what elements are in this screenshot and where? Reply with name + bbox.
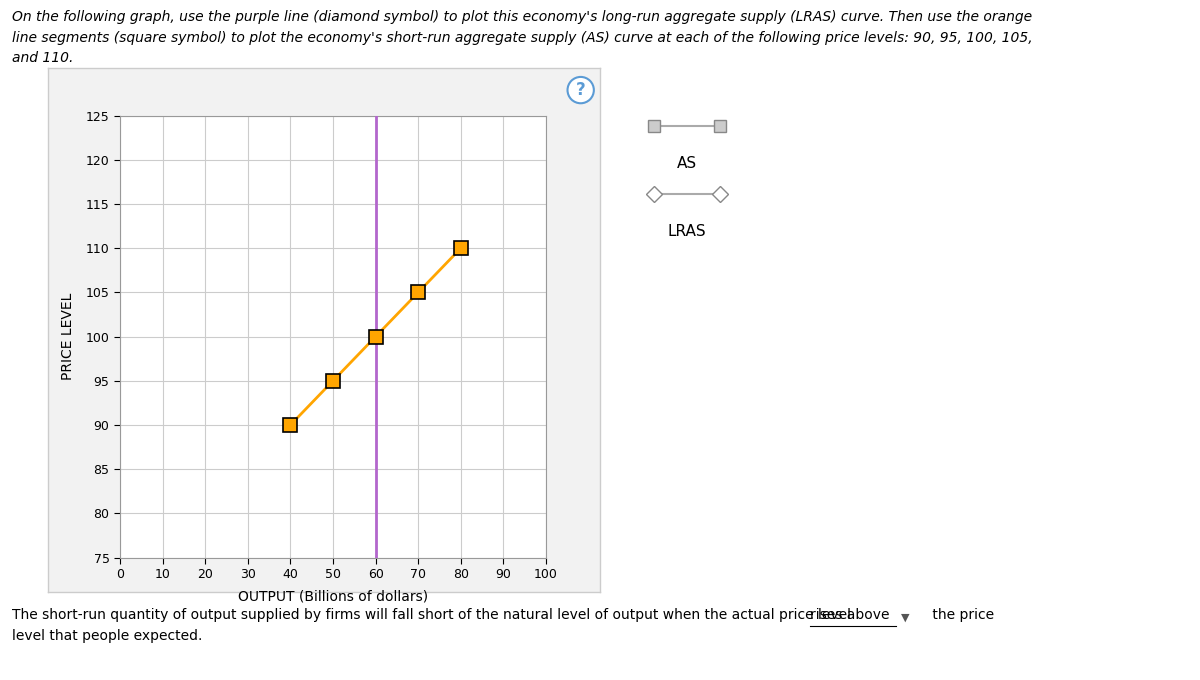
Text: level that people expected.: level that people expected. bbox=[12, 628, 203, 643]
Text: AS: AS bbox=[677, 156, 697, 171]
Text: the price: the price bbox=[928, 608, 994, 622]
Text: On the following graph, use the purple line (diamond symbol) to plot this econom: On the following graph, use the purple l… bbox=[12, 10, 1032, 24]
Text: LRAS: LRAS bbox=[667, 224, 707, 239]
Y-axis label: PRICE LEVEL: PRICE LEVEL bbox=[60, 293, 74, 380]
Text: and 110.: and 110. bbox=[12, 51, 73, 65]
X-axis label: OUTPUT (Billions of dollars): OUTPUT (Billions of dollars) bbox=[238, 590, 428, 603]
Text: rises above: rises above bbox=[810, 608, 889, 622]
Text: line segments (square symbol) to plot the economy's short-run aggregate supply (: line segments (square symbol) to plot th… bbox=[12, 31, 1033, 45]
Text: The short-run quantity of output supplied by firms will fall short of the natura: The short-run quantity of output supplie… bbox=[12, 608, 856, 622]
Text: ▼: ▼ bbox=[901, 612, 910, 622]
Text: ?: ? bbox=[576, 81, 586, 99]
